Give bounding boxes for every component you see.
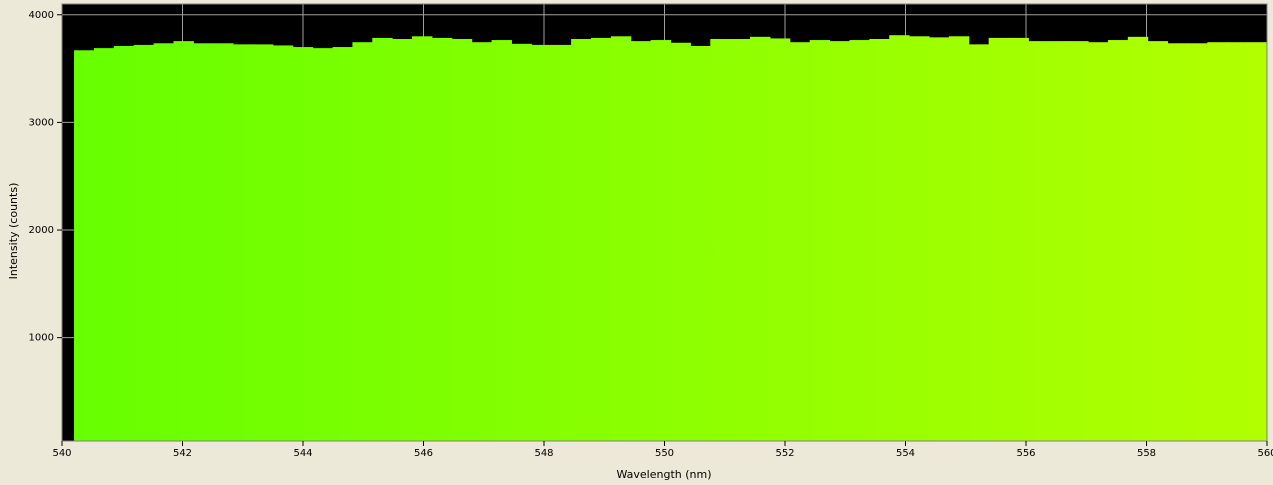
bar xyxy=(412,36,433,441)
bar xyxy=(233,44,254,441)
x-tick-label: 556 xyxy=(1016,448,1035,459)
bar xyxy=(193,43,214,441)
bar xyxy=(292,47,314,441)
bar xyxy=(789,42,811,441)
x-tick-label: 548 xyxy=(534,448,553,459)
bar xyxy=(1167,43,1188,441)
bar xyxy=(1107,40,1129,441)
bar xyxy=(372,37,393,441)
bar xyxy=(571,38,592,441)
bar xyxy=(1088,42,1109,441)
bar xyxy=(252,44,274,441)
bar xyxy=(1227,42,1248,441)
bar xyxy=(1028,41,1049,441)
bar xyxy=(968,44,990,441)
y-tick-label: 1000 xyxy=(29,333,54,344)
bar xyxy=(869,38,890,441)
bar xyxy=(769,38,791,441)
bar xyxy=(1068,41,1089,441)
bar xyxy=(93,48,115,441)
bar xyxy=(630,41,652,441)
bar xyxy=(113,45,135,441)
y-tick-label: 2000 xyxy=(29,225,54,236)
bar xyxy=(392,38,413,441)
bar xyxy=(1048,41,1069,441)
bar xyxy=(173,41,194,441)
bar xyxy=(1247,42,1268,441)
bar xyxy=(650,40,672,441)
bar xyxy=(730,38,751,441)
bar xyxy=(590,37,612,441)
x-tick-label: 552 xyxy=(775,448,794,459)
bar xyxy=(431,37,453,441)
bar xyxy=(491,40,512,441)
bar xyxy=(849,40,870,441)
bar xyxy=(809,40,831,441)
bar xyxy=(670,42,691,441)
bar xyxy=(710,38,731,441)
y-tick-label: 3000 xyxy=(29,117,54,128)
x-tick-label: 558 xyxy=(1137,448,1156,459)
x-tick-label: 544 xyxy=(293,448,312,459)
bar xyxy=(272,45,294,441)
bar xyxy=(471,42,493,441)
bar xyxy=(1207,42,1228,441)
bar xyxy=(1127,36,1149,441)
bar xyxy=(531,44,552,441)
bar xyxy=(750,36,771,441)
bar xyxy=(1147,41,1169,441)
bar xyxy=(551,44,572,441)
bar xyxy=(909,36,930,441)
bar xyxy=(74,50,95,441)
bar xyxy=(889,35,910,441)
bar xyxy=(988,37,1010,441)
x-axis-title: Wavelength (nm) xyxy=(616,468,711,481)
bar xyxy=(610,36,632,441)
y-tick-label: 4000 xyxy=(29,10,54,21)
bar xyxy=(1187,43,1208,441)
bar xyxy=(928,37,950,441)
x-tick-label: 550 xyxy=(655,448,674,459)
bar xyxy=(451,38,473,441)
bar xyxy=(133,44,155,441)
bar xyxy=(153,43,174,441)
bar xyxy=(213,43,234,441)
x-tick-label: 554 xyxy=(896,448,915,459)
y-axis-title: Intensity (counts) xyxy=(7,183,20,280)
bar xyxy=(332,47,353,441)
bar xyxy=(1008,37,1029,441)
x-tick-label: 560 xyxy=(1257,448,1273,459)
bar xyxy=(312,48,334,441)
x-tick-label: 540 xyxy=(52,448,71,459)
bar xyxy=(352,42,373,441)
x-tick-label: 542 xyxy=(173,448,192,459)
bar xyxy=(511,43,532,441)
bar xyxy=(690,45,711,441)
bar xyxy=(829,41,850,441)
bar xyxy=(948,36,970,441)
x-tick-label: 546 xyxy=(414,448,433,459)
